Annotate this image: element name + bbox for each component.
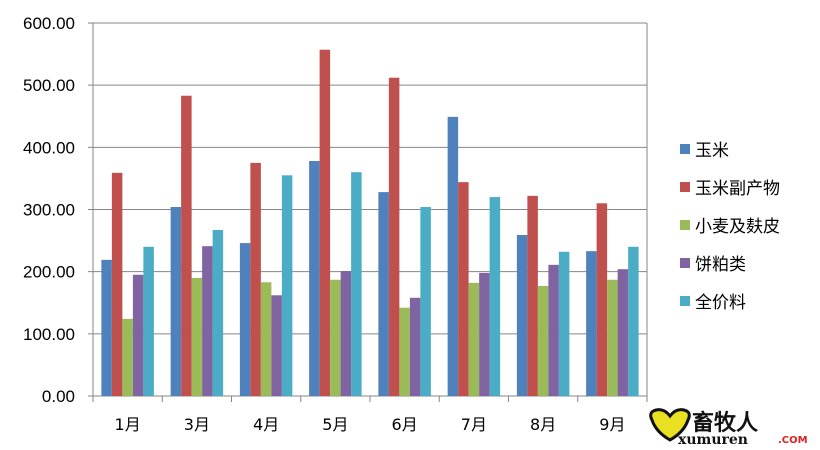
bar-1-4 xyxy=(388,77,400,396)
bar-4-1 xyxy=(212,230,224,396)
bar-0-5 xyxy=(447,116,459,396)
y-tick-label: 200.00 xyxy=(23,263,75,282)
legend-label: 玉米副产物 xyxy=(695,179,780,199)
legend-swatch xyxy=(680,258,690,268)
xumuren-logo: 畜牧人 xumuren .COM xyxy=(649,408,808,448)
bar-3-2 xyxy=(271,295,282,396)
bar-3-3 xyxy=(340,271,352,396)
bar-3-5 xyxy=(479,272,490,396)
x-category-label: 4月 xyxy=(253,415,279,434)
bar-2-2 xyxy=(260,282,272,396)
bar-1-3 xyxy=(319,49,331,397)
x-category-label: 9月 xyxy=(599,415,625,434)
bar-4-3 xyxy=(351,172,362,396)
bar-1-1 xyxy=(181,95,192,397)
legend-label: 小麦及麸皮 xyxy=(695,217,780,237)
bar-3-1 xyxy=(202,246,213,396)
y-tick-label: 500.00 xyxy=(23,76,75,95)
axes xyxy=(92,23,648,402)
bar-4-6 xyxy=(558,251,570,396)
bar-1-2 xyxy=(250,162,261,396)
bar-4-4 xyxy=(420,207,431,396)
bars xyxy=(101,49,639,397)
bar-4-2 xyxy=(281,175,293,396)
x-category-label: 5月 xyxy=(322,415,348,434)
heart-logo-icon xyxy=(649,408,691,442)
y-tick-label: 0.00 xyxy=(42,387,75,406)
bar-1-7 xyxy=(596,203,608,396)
bar-0-4 xyxy=(378,192,389,396)
legend-swatch xyxy=(680,182,690,192)
x-category-label: 3月 xyxy=(184,415,210,434)
bar-2-4 xyxy=(399,307,410,396)
bar-2-5 xyxy=(468,282,480,396)
y-tick-labels: 0.00 100.00 200.00 300.00 400.00 500.00 600.00 xyxy=(23,14,75,406)
bar-1-6 xyxy=(527,195,538,396)
bar-3-0 xyxy=(132,274,144,396)
bar-2-0 xyxy=(122,318,133,396)
bar-4-7 xyxy=(628,246,639,396)
bar-3-7 xyxy=(617,269,629,396)
x-category-label: 8月 xyxy=(530,415,556,434)
logo-en-text: xumuren xyxy=(678,432,748,448)
logo-cn-text: 畜牧人 xyxy=(692,410,758,436)
bar-2-6 xyxy=(537,285,549,396)
y-tick-label: 100.00 xyxy=(23,325,75,344)
y-tick-label: 600.00 xyxy=(23,14,75,33)
bar-3-4 xyxy=(409,297,421,396)
bar-0-0 xyxy=(101,259,112,396)
bar-2-3 xyxy=(330,279,341,396)
legend-swatch xyxy=(680,220,690,230)
bar-1-0 xyxy=(111,172,123,396)
legend-swatch xyxy=(680,296,690,306)
bar-4-5 xyxy=(489,197,501,396)
legend-label: 全价料 xyxy=(695,293,746,313)
x-category-label: 1月 xyxy=(115,415,141,434)
legend-label: 饼粕类 xyxy=(695,255,746,275)
legend-swatch xyxy=(680,144,690,154)
bar-0-7 xyxy=(586,251,597,396)
x-category-label: 6月 xyxy=(392,415,418,434)
bar-0-3 xyxy=(309,161,320,396)
bar-0-6 xyxy=(516,234,528,396)
legend-label: 玉米 xyxy=(695,141,729,161)
bar-4-0 xyxy=(143,246,154,396)
y-tick-label: 400.00 xyxy=(23,138,75,157)
bar-0-1 xyxy=(170,207,182,396)
logo-com-text: .COM xyxy=(778,435,808,446)
bar-1-5 xyxy=(458,182,469,396)
x-category-labels: 1月 3月 4月 5月 6月 7月 8月 9月 xyxy=(115,415,626,434)
bar-3-6 xyxy=(548,264,559,396)
bar-0-2 xyxy=(239,243,251,396)
x-category-label: 7月 xyxy=(461,415,487,434)
y-tick-label: 300.00 xyxy=(23,201,75,220)
bar-2-1 xyxy=(191,277,203,396)
bar-2-7 xyxy=(607,279,618,396)
